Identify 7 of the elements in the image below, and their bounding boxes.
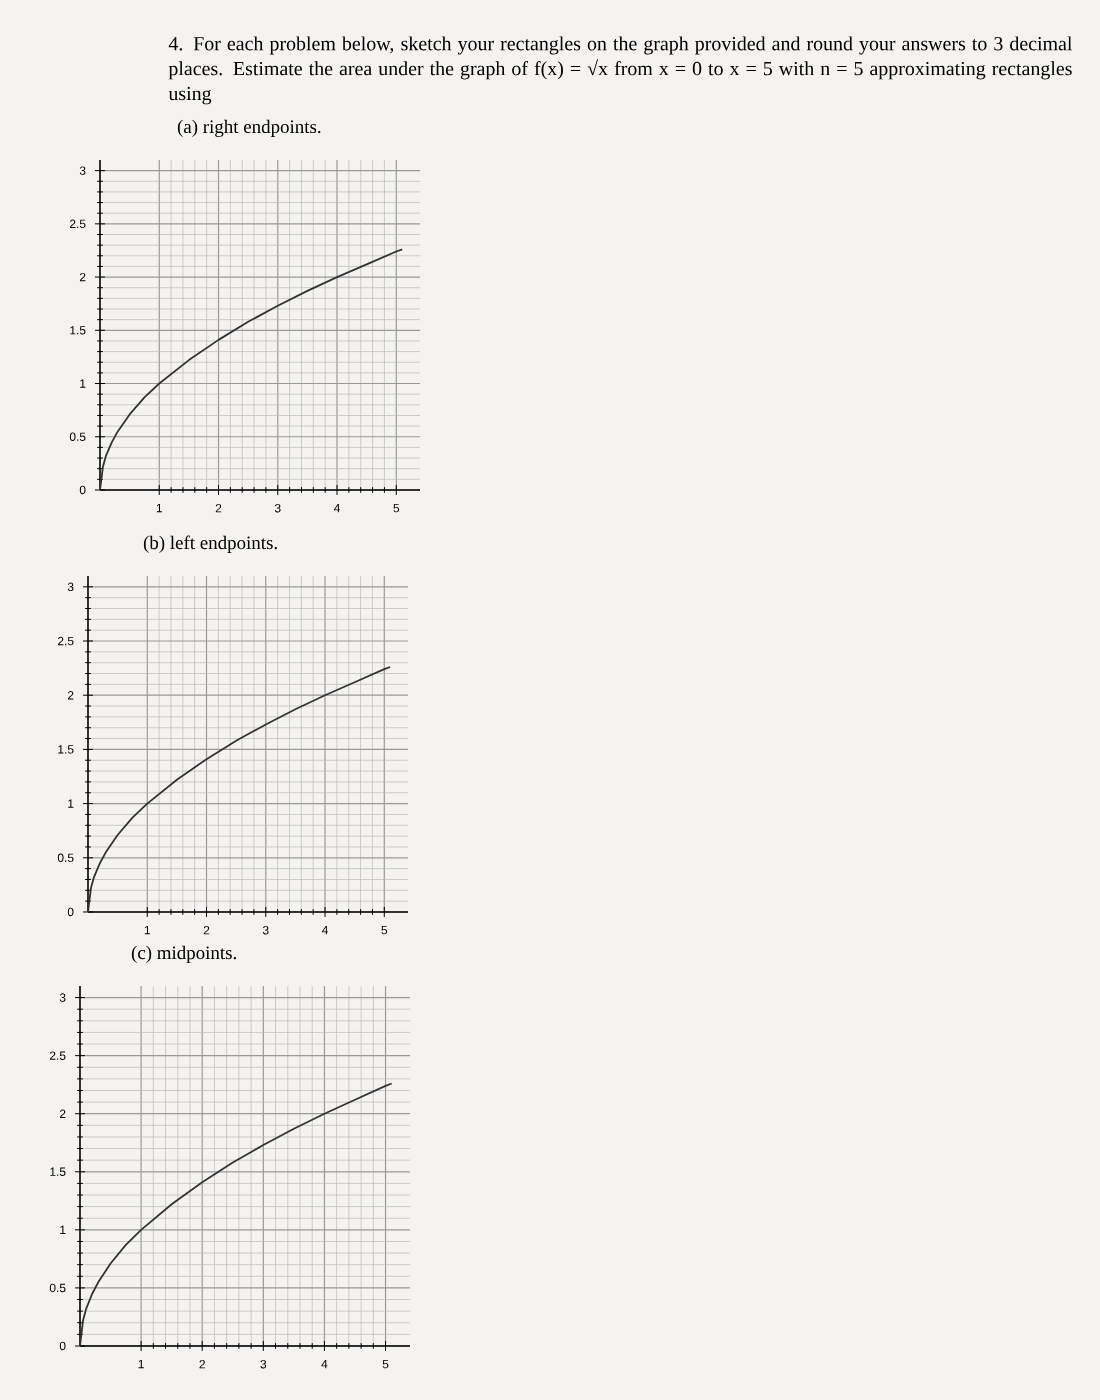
chart-title: (b) left endpoints. [143,535,277,553]
line-series [87,666,392,913]
line-series [79,1082,393,1347]
chart-title: (c) midpoints. [131,945,236,963]
text: 4. For each problem below, sketch your rectangles on the graph provided and round your answers to 3 decimal places. Estimate the area under the graph of f(x) = √x from x = 0 to x = 5 with n = 5 approximating rectangles using [168,36,1073,105]
line-series [99,248,404,491]
chart-title: (a) right endpoints. [177,119,321,137]
